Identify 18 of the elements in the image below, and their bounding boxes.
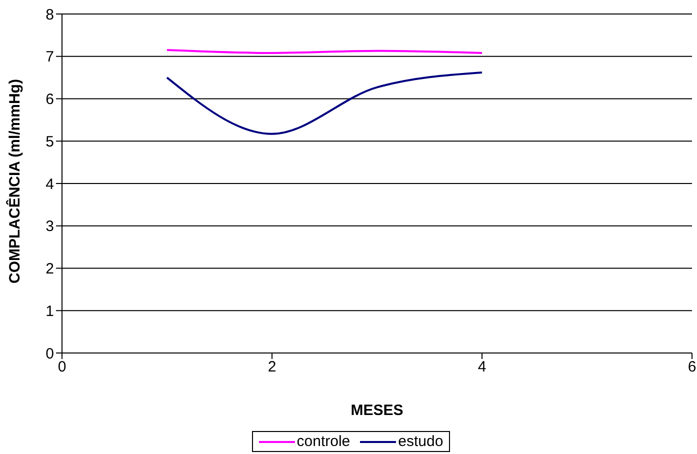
x-tick-label: 6: [688, 358, 696, 376]
y-tick-label: 8: [46, 6, 54, 24]
y-tick-label: 1: [46, 302, 54, 320]
x-tick-label: 4: [478, 358, 486, 376]
y-tick-label: 0: [46, 345, 54, 362]
y-tick-label: 5: [46, 133, 54, 150]
legend-label: controle: [296, 433, 350, 450]
x-axis-title: MESES: [350, 402, 404, 419]
y-tick-label: 2: [46, 260, 54, 278]
line-series: [166, 71, 483, 135]
y-tick-label: 3: [46, 218, 54, 236]
y-axis-title: COMPLACÊNCIA (ml/mmHg): [5, 79, 24, 284]
legend-label: estudo: [397, 433, 444, 450]
y-tick-label: 6: [46, 91, 54, 108]
x-tick-label: 2: [268, 358, 276, 376]
x-tick-label: 0: [58, 358, 66, 376]
y-tick-label: 7: [46, 48, 54, 66]
y-tick-label: 4: [46, 176, 54, 193]
